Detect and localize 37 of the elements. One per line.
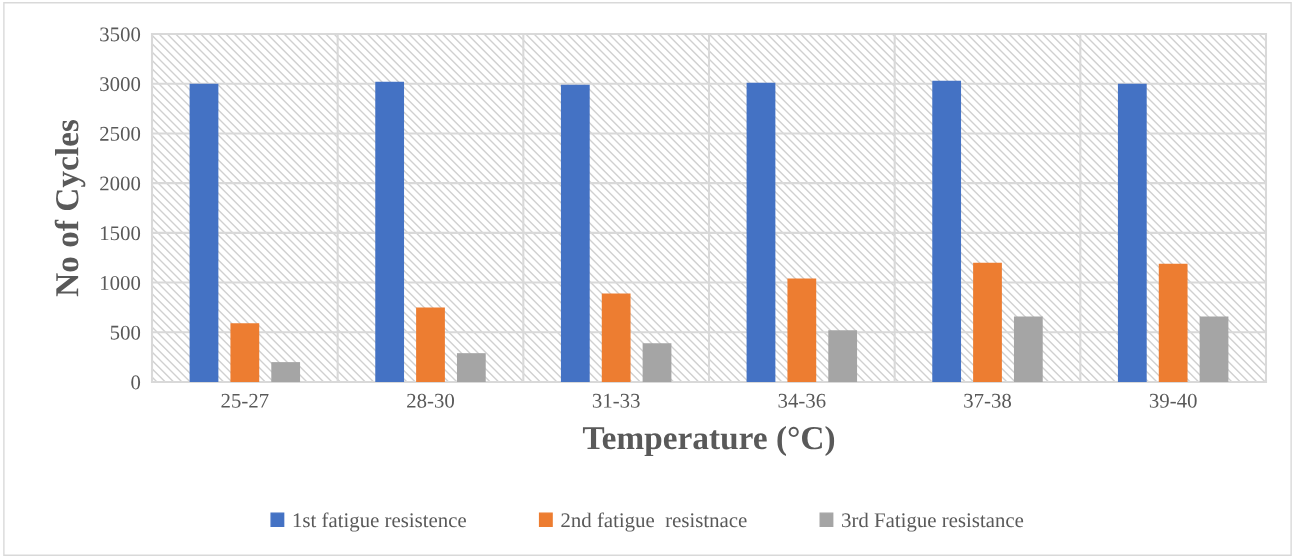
y-tick-label: 1000	[101, 275, 141, 290]
x-tick-label: 25-27	[221, 393, 269, 408]
bar	[642, 343, 672, 382]
legend-label: 3rd Fatigue resistance	[842, 512, 1024, 532]
bar	[973, 262, 1002, 382]
bar	[230, 323, 260, 382]
bar	[1199, 316, 1229, 382]
x-tick-label: 34-36	[778, 393, 826, 408]
y-tick-label: 500	[110, 325, 141, 340]
x-tick-label: 28-30	[407, 393, 455, 408]
bar	[560, 84, 590, 382]
bar	[189, 83, 219, 382]
x-axis-title: Temperature (°C)	[582, 425, 835, 457]
bar	[1013, 316, 1043, 382]
bar	[1117, 83, 1147, 382]
y-tick-label: 1500	[101, 226, 141, 241]
y-tick-label: 2500	[100, 126, 141, 141]
bar	[601, 293, 631, 382]
bar	[375, 81, 405, 382]
bar	[1158, 263, 1188, 382]
legend-label: 1st fatigue resistence	[293, 512, 466, 532]
bar	[787, 278, 817, 382]
legend-label: 2nd fatigue resistnace	[561, 512, 747, 532]
y-tick-label: 3000	[100, 77, 141, 92]
x-tick-label: 37-38	[964, 393, 1012, 408]
y-tick-label: 3500	[100, 27, 141, 42]
bar	[932, 80, 962, 382]
y-axis-title: No of Cycles	[54, 119, 86, 297]
bar	[456, 353, 486, 382]
y-tick-label: 0	[131, 375, 141, 390]
bar	[746, 82, 776, 382]
y-tick-label: 2000	[100, 176, 141, 191]
bar	[416, 307, 445, 382]
bar	[828, 330, 858, 382]
bar	[271, 362, 301, 382]
x-tick-label: 31-33	[592, 393, 640, 408]
x-tick-label: 39-40	[1149, 393, 1197, 408]
